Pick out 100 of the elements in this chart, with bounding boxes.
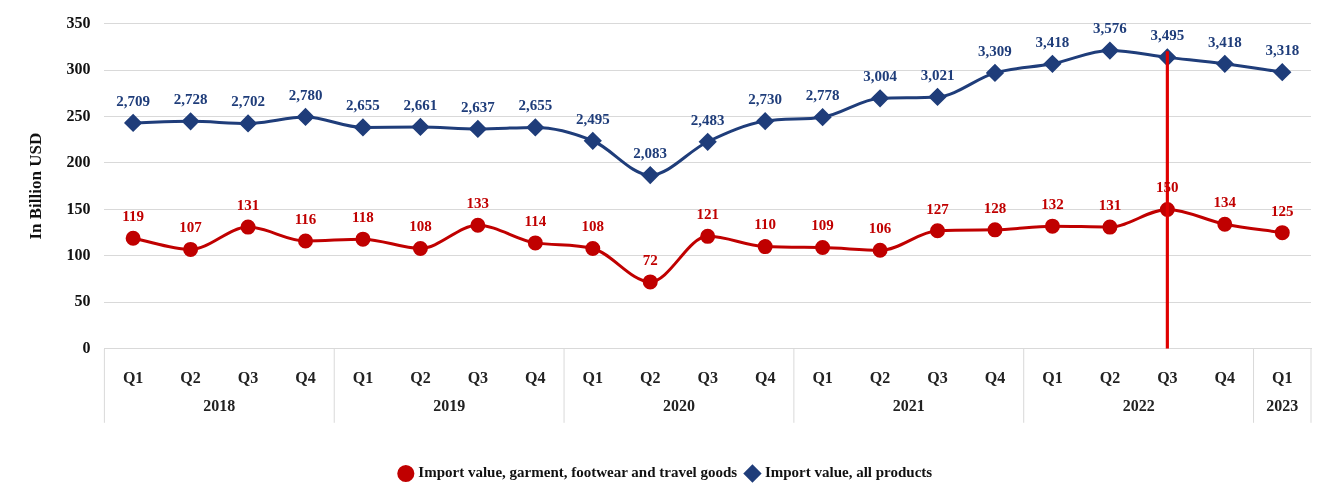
- data-label: 128: [983, 199, 1007, 216]
- legend-label: Import value, garment, footwear and travel goods: [418, 464, 738, 481]
- x-tick-label: Q3: [237, 368, 259, 386]
- point: [412, 240, 428, 256]
- x-tick-label: Q4: [525, 368, 546, 386]
- point: [1273, 63, 1291, 81]
- point: [584, 132, 602, 150]
- data-label: 3,495: [1150, 27, 1185, 44]
- point: [470, 217, 486, 233]
- point: [757, 239, 773, 255]
- point: [585, 240, 601, 256]
- text: 2023: [1266, 396, 1299, 414]
- point: [182, 112, 200, 130]
- point: [240, 219, 256, 235]
- point: [815, 240, 831, 256]
- data-label: 3,418: [1035, 33, 1070, 50]
- x-tick-label: Q3: [697, 368, 718, 386]
- y-tick-label: 150: [66, 199, 91, 217]
- x-tick-label: Q1: [1272, 368, 1293, 386]
- data-label: 133: [466, 195, 490, 212]
- data-label: 132: [1041, 196, 1064, 213]
- y-tick-label: 250: [66, 106, 91, 124]
- data-label: 2,730: [748, 91, 783, 108]
- x-tick-label: Q1: [1042, 368, 1063, 386]
- point: [297, 108, 314, 126]
- data-label: 2,655: [346, 97, 380, 114]
- x-tick-label: Q1: [122, 368, 144, 386]
- point: [699, 133, 717, 151]
- data-label: 2,780: [288, 86, 323, 103]
- point: [355, 231, 371, 247]
- text: 2022: [1122, 396, 1155, 414]
- point: [871, 89, 889, 107]
- y-tick-label: 50: [74, 292, 91, 310]
- point: [125, 230, 141, 246]
- point: [700, 228, 716, 244]
- y-tick-label: 0: [82, 338, 91, 356]
- point: [354, 118, 372, 136]
- data-label: 3,309: [978, 42, 1012, 59]
- data-label: 127: [926, 200, 950, 217]
- point: [1043, 55, 1061, 73]
- x-tick-label: Q3: [1157, 368, 1178, 386]
- data-label: 3,021: [920, 66, 955, 83]
- data-label: 3,318: [1265, 42, 1300, 58]
- point: [239, 115, 257, 132]
- point: [526, 118, 544, 136]
- text: 2018: [203, 396, 236, 414]
- x-tick-label: Q1: [582, 368, 604, 386]
- text: 2019: [433, 396, 466, 414]
- point: [1102, 219, 1118, 235]
- point: [1044, 218, 1060, 234]
- x-tick-label: Q1: [812, 368, 833, 386]
- point: [987, 222, 1003, 238]
- data-label: 134: [1213, 194, 1237, 211]
- point: [411, 118, 429, 136]
- point: [814, 108, 832, 126]
- point: [527, 235, 543, 251]
- point: [986, 64, 1004, 82]
- data-label: 110: [754, 216, 776, 233]
- data-label: 2,083: [633, 144, 668, 161]
- data-label: 116: [294, 210, 317, 227]
- data-label: 114: [524, 212, 547, 229]
- x-tick-label: Q3: [927, 368, 948, 386]
- y-tick-label: 200: [66, 153, 91, 171]
- x-tick-label: Q4: [295, 368, 316, 386]
- data-label: 2,702: [231, 93, 265, 110]
- point: [298, 233, 313, 249]
- data-label: 108: [581, 218, 605, 235]
- point: [1274, 225, 1290, 241]
- data-label: 106: [868, 220, 892, 237]
- x-tick-label: Q4: [1214, 368, 1236, 386]
- data-label: 131: [1098, 196, 1122, 213]
- y-tick-label: 350: [66, 13, 91, 31]
- text: 2021: [892, 396, 925, 414]
- data-label: 121: [696, 206, 719, 223]
- data-label: 2,655: [518, 97, 553, 114]
- data-label: 119: [122, 208, 144, 225]
- data-label: 2,661: [403, 96, 438, 113]
- legend-label: Import value, all products: [764, 464, 933, 481]
- data-label: 108: [409, 218, 432, 235]
- point: [642, 274, 658, 290]
- point: [183, 241, 199, 257]
- data-label: 2,728: [173, 91, 208, 108]
- data-label: 131: [236, 196, 260, 213]
- point: [124, 114, 142, 132]
- point: [469, 120, 487, 138]
- x-tick-label: Q2: [1099, 368, 1121, 386]
- data-label: 2,637: [461, 98, 496, 115]
- x-tick-label: Q2: [180, 368, 201, 386]
- y-axis-title: In Billion USD: [25, 132, 45, 240]
- x-tick-label: Q2: [640, 368, 661, 386]
- point: [872, 242, 888, 258]
- x-tick-label: Q2: [410, 368, 431, 386]
- x-tick-label: Q2: [869, 368, 891, 386]
- data-label: 72: [642, 251, 658, 268]
- point: [1216, 55, 1234, 73]
- data-label: 118: [352, 209, 374, 226]
- data-label: 109: [811, 217, 834, 234]
- data-label: 3,418: [1207, 33, 1242, 50]
- x-tick-label: Q3: [467, 368, 489, 386]
- data-label: 3,004: [863, 68, 898, 85]
